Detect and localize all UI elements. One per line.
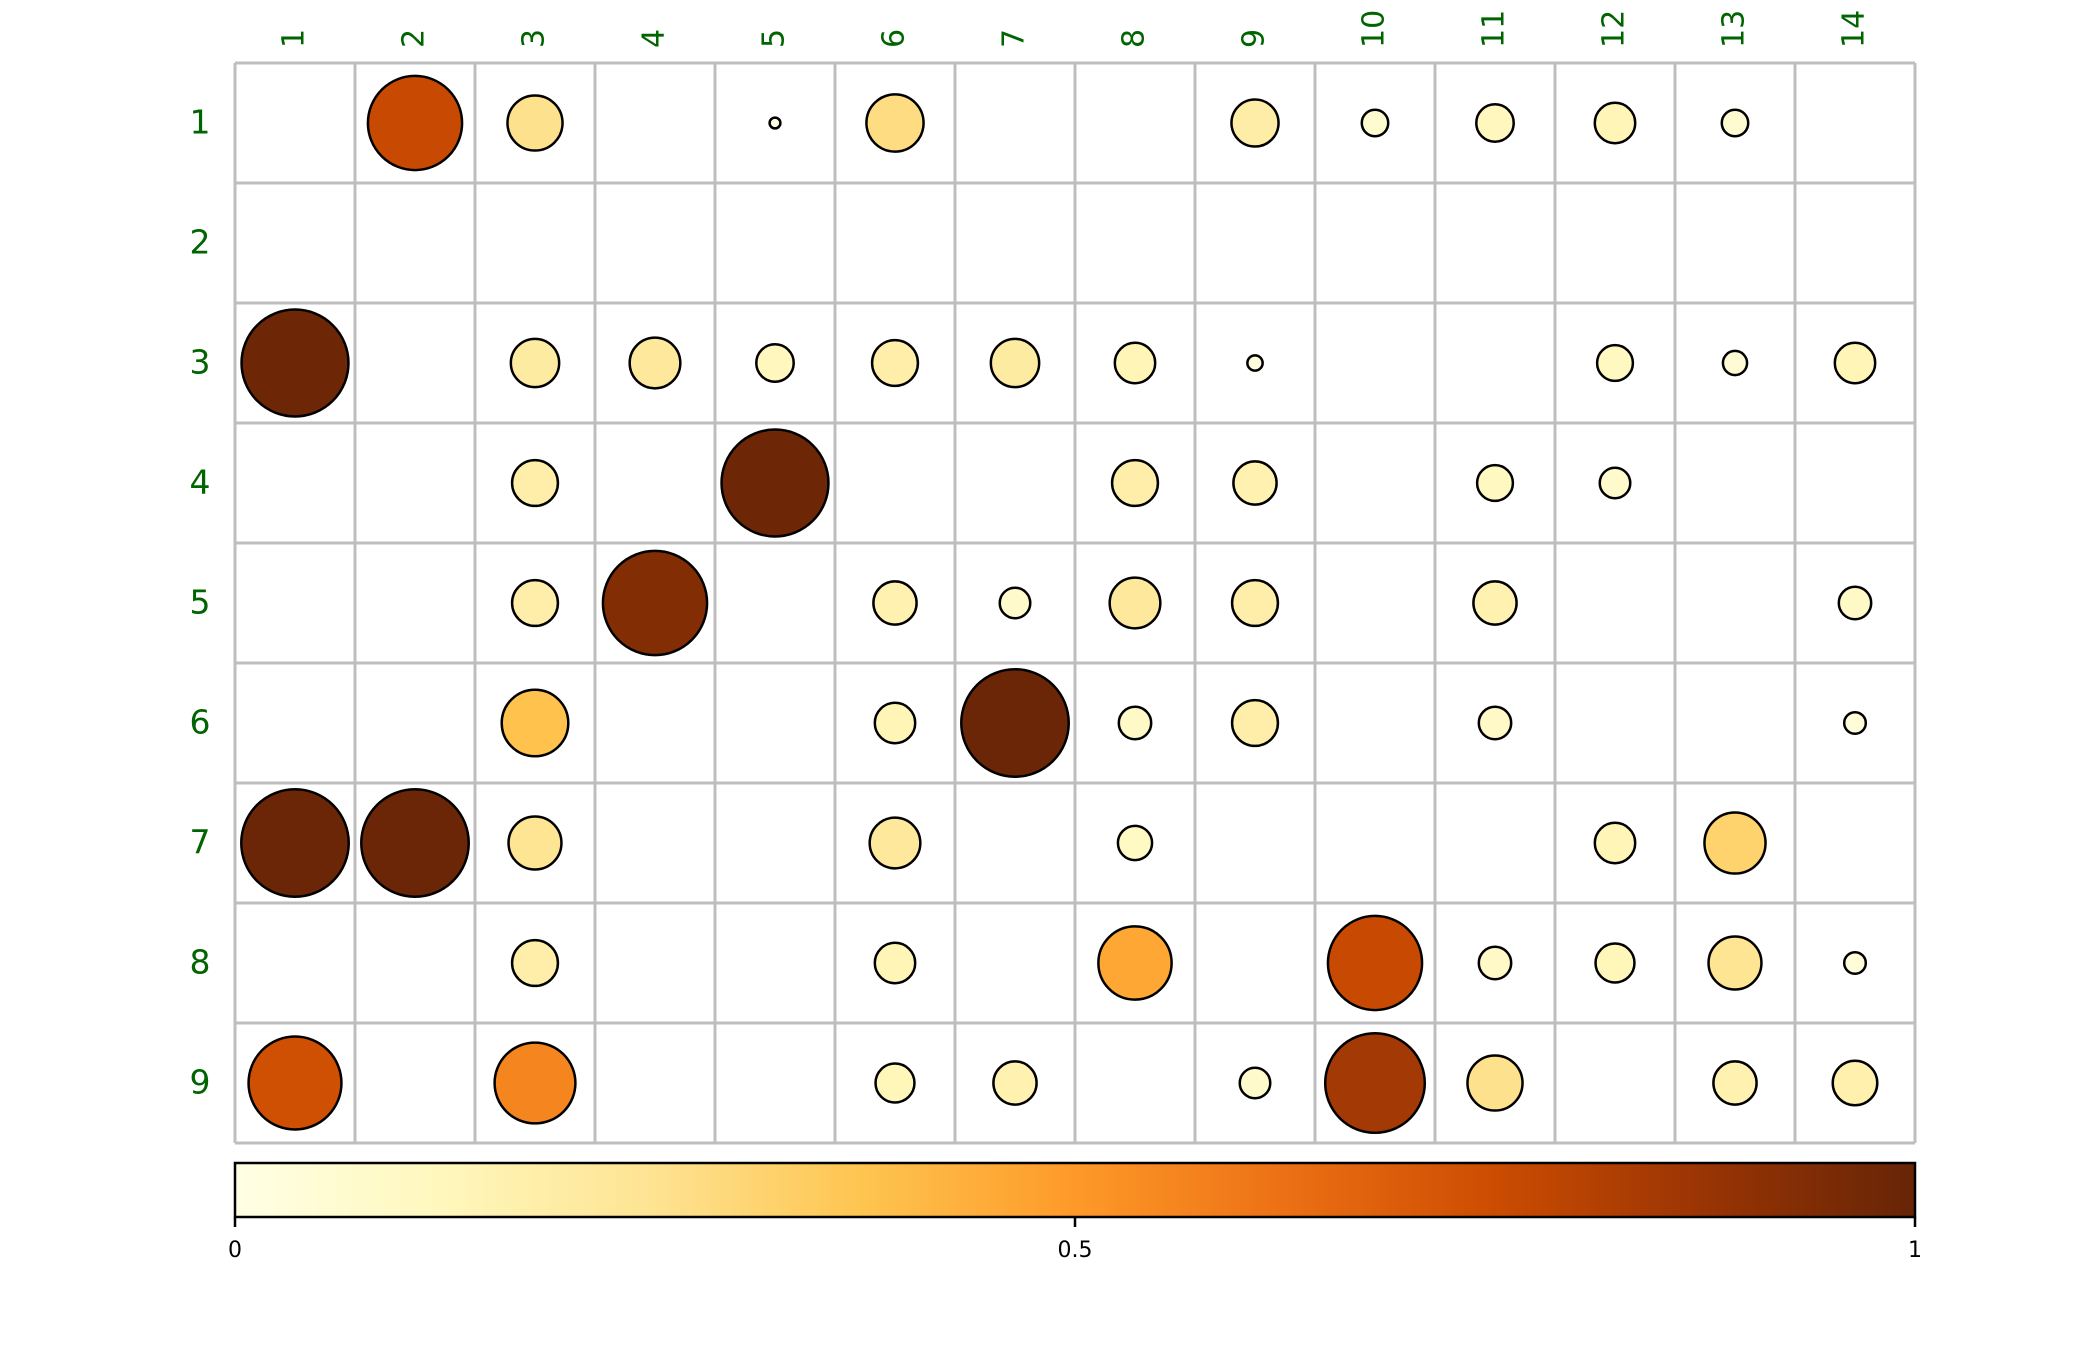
corr-circle-r1-c11 (1475, 103, 1515, 143)
corr-circle-r7-c2 (360, 788, 470, 898)
corr-circle-r4-c12 (1598, 466, 1632, 500)
corr-circle-r1-c3 (506, 94, 564, 152)
y-tick-label: 8 (190, 943, 211, 982)
corr-circle-r5-c6 (872, 580, 918, 626)
corr-circle-r9-c13 (1712, 1060, 1758, 1106)
x-tick-label: 7 (997, 29, 1032, 48)
corr-circle-r5-c3 (510, 578, 560, 628)
corr-circle-r5-c14 (1837, 585, 1873, 621)
corr-circle-r1-c5 (768, 116, 782, 130)
corr-circle-r7-c8 (1116, 824, 1154, 862)
corr-circle-r1-c13 (1720, 108, 1750, 138)
y-tick-label: 4 (190, 463, 211, 502)
y-tick-label: 2 (190, 223, 211, 262)
corr-circle-r6-c9 (1230, 698, 1280, 748)
corr-circle-r8-c10 (1326, 914, 1424, 1012)
corr-circle-r9-c6 (874, 1062, 916, 1104)
y-tick-label: 6 (190, 703, 211, 742)
x-tick-label: 4 (637, 29, 672, 48)
corr-circle-r3-c12 (1595, 343, 1635, 383)
corr-circle-r6-c6 (873, 701, 917, 745)
corr-circle-r5-c4 (601, 549, 709, 657)
corr-circle-r1-c9 (1230, 98, 1280, 148)
x-tick-label: 5 (757, 29, 792, 48)
grid (233, 61, 1917, 1145)
colorbar-gradient (233, 1161, 1917, 1219)
corr-circle-r8-c11 (1477, 945, 1513, 981)
corr-circle-r4-c11 (1475, 463, 1515, 503)
corr-circle-r8-c6 (873, 941, 917, 985)
corr-circle-r9-c1 (247, 1035, 343, 1131)
corr-circle-r5-c8 (1108, 576, 1162, 630)
corr-circle-r9-c9 (1238, 1066, 1272, 1100)
corr-circle-r3-c4 (628, 336, 682, 390)
corr-circle-r3-c9 (1246, 354, 1264, 372)
corr-circle-r6-c3 (500, 688, 570, 758)
corr-circle-r3-c1 (240, 308, 350, 418)
corr-circle-r4-c5 (720, 428, 830, 538)
corr-circle-r1-c6 (865, 93, 925, 153)
corr-circle-r5-c7 (998, 586, 1032, 620)
corr-circle-r5-c9 (1230, 578, 1280, 628)
corr-circle-r7-c13 (1703, 811, 1767, 875)
corr-circle-r9-c11 (1466, 1054, 1524, 1112)
x-tick-label: 8 (1117, 29, 1152, 48)
corr-circle-r8-c3 (510, 938, 560, 988)
corr-circle-r8-c12 (1594, 942, 1636, 984)
corr-circle-r9-c7 (992, 1060, 1038, 1106)
corr-circle-r3-c13 (1721, 349, 1749, 377)
corr-circle-r7-c1 (240, 788, 350, 898)
x-tick-label: 2 (397, 29, 432, 48)
corr-circle-r3-c6 (870, 338, 920, 388)
corr-circle-r8-c13 (1707, 935, 1763, 991)
x-tick-label: 9 (1237, 29, 1272, 48)
colorbar-tick-label: 0 (228, 1238, 242, 1263)
corr-circle-r3-c8 (1113, 341, 1157, 385)
y-tick-label: 1 (190, 103, 211, 142)
corr-circle-r9-c10 (1323, 1031, 1427, 1135)
y-tick-label: 9 (190, 1063, 211, 1102)
corr-circle-r3-c3 (509, 337, 561, 389)
y-tick-label: 5 (190, 583, 211, 622)
x-tick-label: 12 (1597, 10, 1632, 48)
colorbar-tick-label: 1 (1908, 1238, 1922, 1263)
corr-circle-r1-c12 (1593, 101, 1637, 145)
corr-circle-r6-c11 (1477, 705, 1513, 741)
y-tick-label: 7 (190, 823, 211, 862)
corr-circle-r9-c3 (493, 1041, 577, 1125)
corr-circle-r7-c12 (1593, 821, 1637, 865)
corr-circle-r1-c2 (366, 74, 464, 172)
x-tick-label: 10 (1357, 10, 1392, 48)
corr-circle-r8-c8 (1097, 925, 1173, 1001)
x-tick-label: 13 (1717, 10, 1752, 48)
corr-circle-r7-c3 (507, 815, 563, 871)
x-tick-label: 6 (877, 29, 912, 48)
y-tick-label: 3 (190, 343, 211, 382)
corr-circle-r4-c3 (510, 458, 560, 508)
colorbar: 0 0.5 1 (228, 1161, 1922, 1263)
corr-circle-r4-c9 (1232, 460, 1278, 506)
corr-circle-r3-c7 (989, 337, 1041, 389)
y-tick-labels: 1 2 3 4 5 6 7 8 9 (190, 103, 211, 1102)
x-tick-labels: 1 2 3 4 5 6 7 8 9 10 11 12 13 14 (277, 10, 1872, 48)
corr-circle-r9-c14 (1831, 1059, 1879, 1107)
circle-markers (240, 74, 1879, 1135)
x-tick-label: 1 (277, 29, 312, 48)
corr-circle-r6-c8 (1117, 705, 1153, 741)
corr-circle-r6-c7 (960, 668, 1070, 778)
x-tick-label: 14 (1837, 10, 1872, 48)
corr-circle-r6-c14 (1842, 710, 1868, 736)
corr-circle-r8-c14 (1842, 950, 1868, 976)
corr-circle-r4-c8 (1110, 458, 1160, 508)
colorbar-tick-label: 0.5 (1058, 1238, 1093, 1263)
corr-circle-r5-c11 (1472, 580, 1518, 626)
corr-circle-r1-c10 (1360, 108, 1390, 138)
corr-circle-r3-c5 (755, 343, 795, 383)
corr-circle-r7-c6 (868, 816, 922, 870)
x-tick-label: 11 (1477, 10, 1512, 48)
x-tick-label: 3 (517, 29, 552, 48)
corr-circle-r3-c14 (1833, 341, 1877, 385)
